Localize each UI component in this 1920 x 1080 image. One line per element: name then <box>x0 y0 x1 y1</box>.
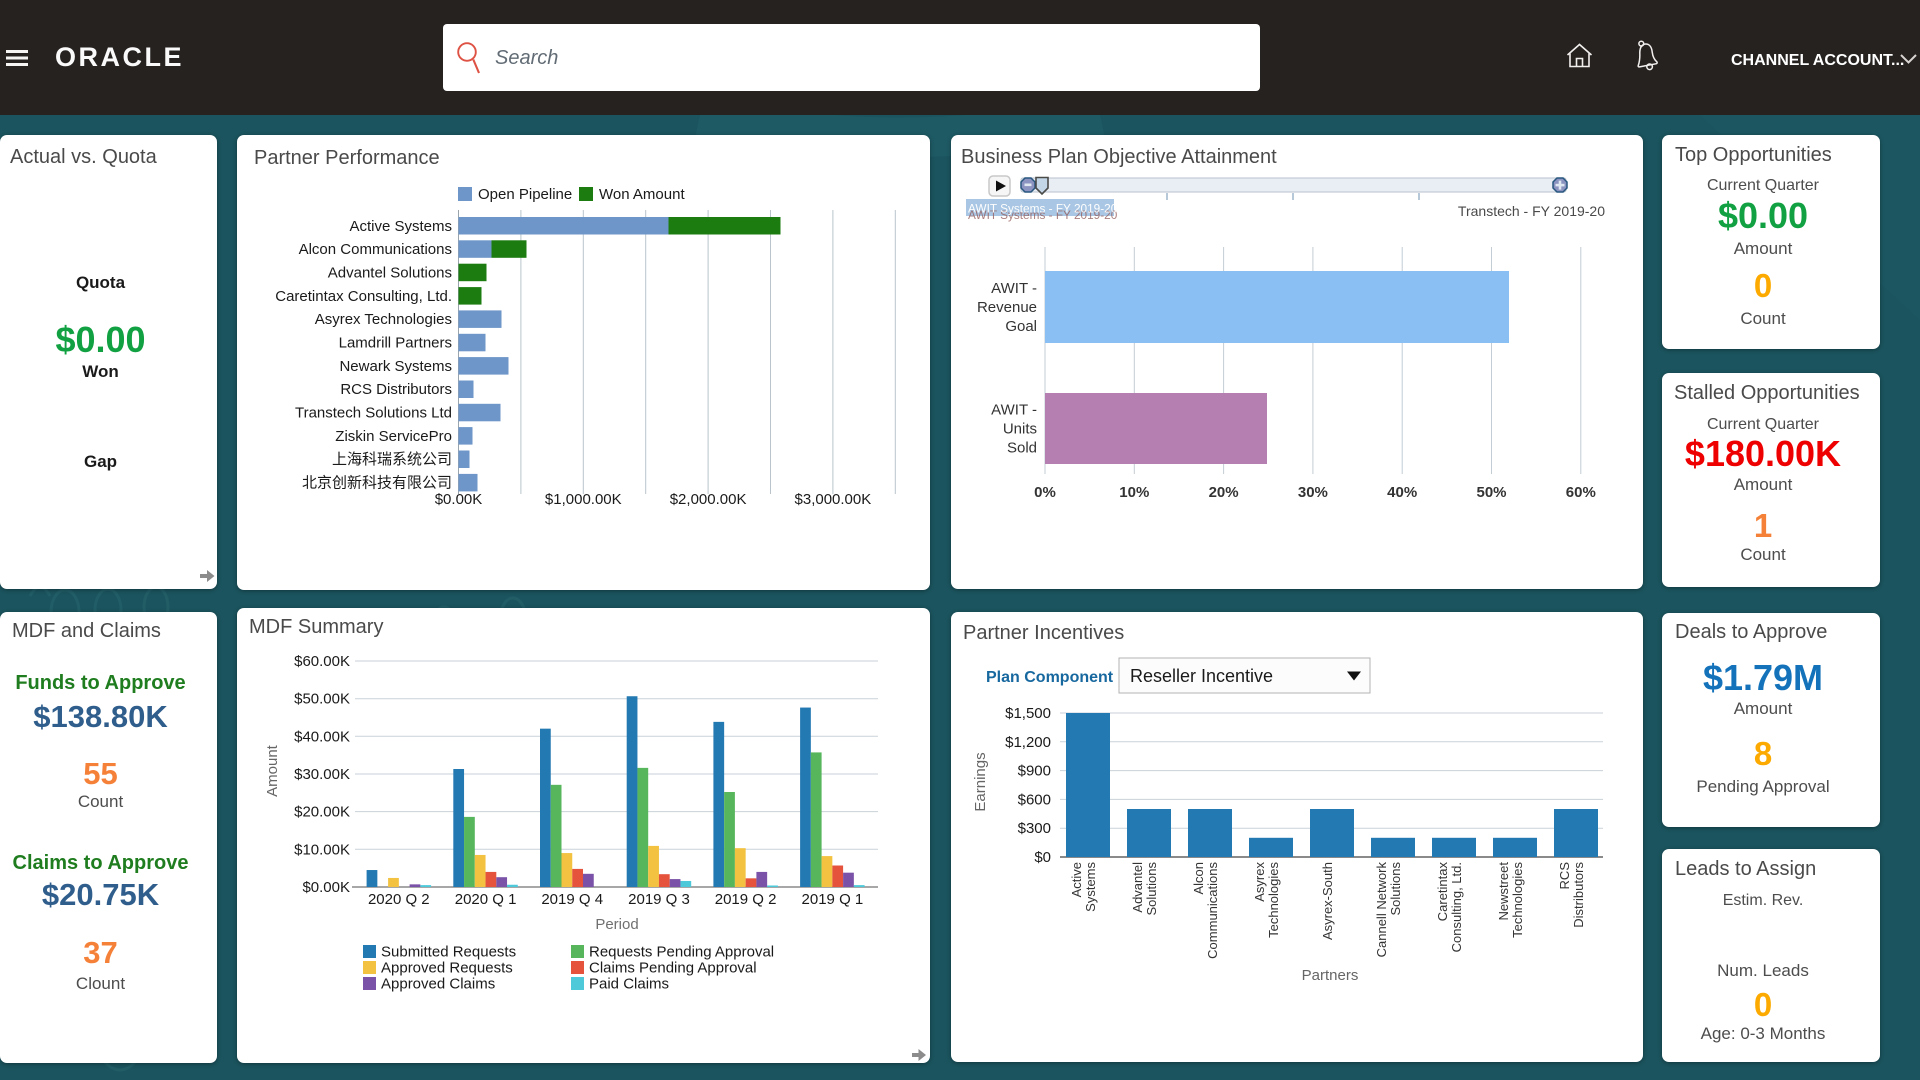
svg-text:AWIT Systems - FY 2019-20: AWIT Systems - FY 2019-20 <box>968 208 1118 222</box>
svg-text:Amount: Amount <box>264 744 281 797</box>
svg-text:ORACLE: ORACLE <box>55 42 184 72</box>
svg-text:Requests Pending Approval: Requests Pending Approval <box>589 944 774 961</box>
svg-text:Units: Units <box>1003 421 1037 438</box>
svg-text:Asyrex Technologies: Asyrex Technologies <box>315 311 452 328</box>
svg-text:$600: $600 <box>1018 791 1051 808</box>
svg-text:$1,500: $1,500 <box>1005 705 1051 722</box>
svg-text:AWIT -: AWIT - <box>991 402 1037 419</box>
svg-text:2019 Q 1: 2019 Q 1 <box>802 891 864 908</box>
svg-text:Cannell Network: Cannell Network <box>1374 862 1389 958</box>
svg-text:Goal: Goal <box>1005 318 1037 335</box>
svg-text:Asyrex-South: Asyrex-South <box>1320 862 1335 940</box>
svg-text:Asyrex: Asyrex <box>1252 862 1267 902</box>
svg-text:Reseller Incentive: Reseller Incentive <box>1130 666 1273 686</box>
svg-text:$10.00K: $10.00K <box>294 841 350 858</box>
svg-text:Search: Search <box>495 47 558 69</box>
svg-text:Advantel: Advantel <box>1130 862 1145 913</box>
svg-text:Revenue: Revenue <box>977 299 1037 316</box>
svg-text:2019 Q 2: 2019 Q 2 <box>715 891 777 908</box>
svg-text:$0.00K: $0.00K <box>435 491 483 508</box>
svg-text:Alcon Communications: Alcon Communications <box>299 241 452 258</box>
svg-text:$300: $300 <box>1018 820 1051 837</box>
svg-text:$60.00K: $60.00K <box>294 653 350 670</box>
svg-text:2020 Q 2: 2020 Q 2 <box>368 891 430 908</box>
svg-text:$0.00K: $0.00K <box>302 879 350 896</box>
svg-text:2019 Q 4: 2019 Q 4 <box>541 891 603 908</box>
svg-text:AWIT -: AWIT - <box>991 280 1037 297</box>
svg-text:$1,200: $1,200 <box>1005 734 1051 751</box>
svg-text:Solutions: Solutions <box>1388 862 1403 916</box>
svg-text:Partners: Partners <box>1302 967 1359 984</box>
svg-text:Sold: Sold <box>1007 440 1037 457</box>
svg-text:Transtech Solutions Ltd: Transtech Solutions Ltd <box>295 405 452 422</box>
svg-text:30%: 30% <box>1298 484 1328 501</box>
svg-text:Solutions: Solutions <box>1144 862 1159 916</box>
svg-text:RCS Distributors: RCS Distributors <box>340 381 452 398</box>
svg-text:$20.00K: $20.00K <box>294 804 350 821</box>
svg-text:$50.00K: $50.00K <box>294 691 350 708</box>
svg-text:Technologies: Technologies <box>1266 862 1281 938</box>
svg-text:Consulting, Ltd.: Consulting, Ltd. <box>1449 862 1464 952</box>
svg-text:$30.00K: $30.00K <box>294 766 350 783</box>
svg-text:Claims Pending Approval: Claims Pending Approval <box>589 960 757 977</box>
svg-text:Lamdrill Partners: Lamdrill Partners <box>339 335 452 352</box>
svg-text:RCS: RCS <box>1557 862 1572 890</box>
svg-text:50%: 50% <box>1476 484 1506 501</box>
svg-text:10%: 10% <box>1119 484 1149 501</box>
svg-text:Approved Claims: Approved Claims <box>381 976 495 993</box>
svg-text:$1,000.00K: $1,000.00K <box>545 491 622 508</box>
svg-text:Caretintax: Caretintax <box>1435 862 1450 922</box>
svg-text:Paid Claims: Paid Claims <box>589 976 669 993</box>
svg-text:Active Systems: Active Systems <box>349 218 452 235</box>
svg-text:北京创新科技有限公司: 北京创新科技有限公司 <box>302 475 452 492</box>
svg-text:Earnings: Earnings <box>972 752 989 811</box>
svg-text:CHANNEL ACCOUNT...: CHANNEL ACCOUNT... <box>1731 52 1904 69</box>
svg-text:2020 Q 1: 2020 Q 1 <box>455 891 517 908</box>
svg-text:Plan Component: Plan Component <box>986 669 1114 686</box>
svg-text:Advantel Solutions: Advantel Solutions <box>328 264 452 281</box>
svg-text:Period: Period <box>595 916 638 933</box>
svg-text:$3,000.00K: $3,000.00K <box>795 491 872 508</box>
svg-text:AWIT Systems - FY 2019-20: AWIT Systems - FY 2019-20 <box>968 202 1118 216</box>
svg-text:20%: 20% <box>1209 484 1239 501</box>
svg-text:Caretintax Consulting, Ltd.: Caretintax Consulting, Ltd. <box>275 288 452 305</box>
svg-text:$40.00K: $40.00K <box>294 728 350 745</box>
svg-text:Approved Requests: Approved Requests <box>381 960 513 977</box>
svg-text:Newark Systems: Newark Systems <box>339 358 452 375</box>
svg-text:0%: 0% <box>1034 484 1056 501</box>
svg-text:$0: $0 <box>1034 849 1051 866</box>
svg-text:Alcon: Alcon <box>1191 862 1206 895</box>
svg-text:40%: 40% <box>1387 484 1417 501</box>
svg-text:Transtech - FY 2019-20: Transtech - FY 2019-20 <box>1458 203 1605 219</box>
svg-text:Won Amount: Won Amount <box>599 186 685 203</box>
svg-text:Technologies: Technologies <box>1510 862 1525 938</box>
svg-text:Distributors: Distributors <box>1571 862 1586 928</box>
svg-text:2019 Q 3: 2019 Q 3 <box>628 891 690 908</box>
svg-text:Communications: Communications <box>1205 862 1220 959</box>
svg-text:Systems: Systems <box>1083 862 1098 912</box>
svg-text:60%: 60% <box>1566 484 1596 501</box>
svg-text:Active: Active <box>1069 862 1084 897</box>
svg-text:Submitted Requests: Submitted Requests <box>381 944 516 961</box>
svg-text:$2,000.00K: $2,000.00K <box>670 491 747 508</box>
svg-text:Open Pipeline: Open Pipeline <box>478 186 572 203</box>
svg-text:$900: $900 <box>1018 763 1051 780</box>
svg-text:Ziskin ServicePro: Ziskin ServicePro <box>335 428 452 445</box>
svg-text:上海科瑞系统公司: 上海科瑞系统公司 <box>332 451 452 468</box>
svg-text:Newstreet: Newstreet <box>1496 862 1511 921</box>
